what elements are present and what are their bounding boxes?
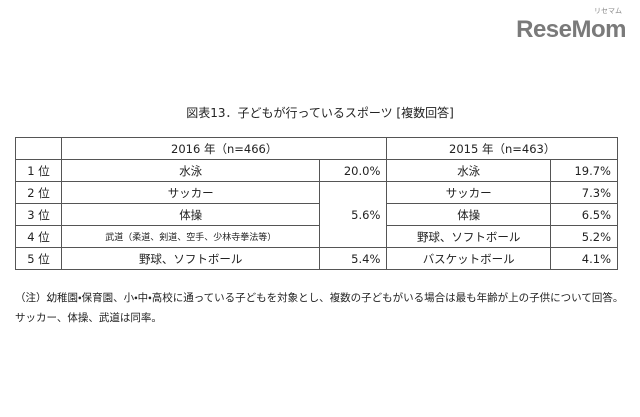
- rank: 4 位: [15, 225, 62, 248]
- sport: 水泳: [386, 159, 551, 182]
- sport: サッカー: [60, 181, 321, 204]
- sport: 野球、ソフトボール: [386, 225, 551, 248]
- header-cell: 2016 年（n=466）: [60, 137, 388, 160]
- header-cell: [15, 137, 62, 160]
- sports-table: 2016 年（n=466） 2015 年（n=463） 1 位 水泳 20.0%…: [15, 137, 618, 270]
- logo-text: ReseMom: [516, 16, 626, 43]
- percent: 5.6%: [319, 181, 388, 248]
- rank: 3 位: [15, 203, 62, 226]
- sport: 体操: [386, 203, 551, 226]
- percent: 20.0%: [319, 159, 388, 182]
- row: 1 位 水泳 20.0% 水泳 19.7%: [15, 159, 618, 182]
- rank: 1 位: [15, 159, 62, 182]
- header-cell: 2015 年（n=463）: [386, 137, 618, 160]
- rank: 2 位: [15, 181, 62, 204]
- row: 3 位 体操 体操 6.5%: [15, 203, 618, 226]
- note-text: 幼稚園・保育園、小・中・高校に通っている子どもを対象とし、複数の子どもがいる場合…: [15, 292, 624, 324]
- percent: 6.5%: [550, 203, 618, 226]
- sport: バスケットボール: [386, 247, 551, 270]
- percent: 7.3%: [550, 181, 618, 204]
- sport: サッカー: [386, 181, 551, 204]
- row: 2 位 サッカー 5.6% サッカー 7.3%: [15, 181, 618, 248]
- sport: 体操: [60, 203, 321, 226]
- header-row: 2016 年（n=466） 2015 年（n=463）: [15, 137, 618, 160]
- logo-subtext: リセマム: [594, 7, 622, 15]
- row: 5 位 野球、ソフトボール 5.4% バスケットボール 4.1%: [15, 247, 618, 270]
- logo: リセマム ReseMom: [516, 6, 626, 44]
- sport: 武道（柔道、剣道、空手、少林寺拳法等）: [60, 225, 321, 248]
- row: 4 位 武道（柔道、剣道、空手、少林寺拳法等） 野球、ソフトボール 5.2%: [15, 225, 618, 248]
- percent: 4.1%: [550, 247, 618, 270]
- percent: 5.4%: [319, 247, 388, 270]
- rank: 5 位: [15, 247, 62, 270]
- table-title: 図表13．子どもが行っているスポーツ [複数回答]: [186, 106, 454, 120]
- sport: 水泳: [60, 159, 321, 182]
- percent: 5.2%: [550, 225, 618, 248]
- percent: 19.7%: [550, 159, 618, 182]
- note-label: （注）: [15, 292, 47, 304]
- sport: 野球、ソフトボール: [60, 247, 321, 270]
- note: （注）幼稚園・保育園、小・中・高校に通っている子どもを対象とし、複数の子どもがい…: [15, 288, 627, 328]
